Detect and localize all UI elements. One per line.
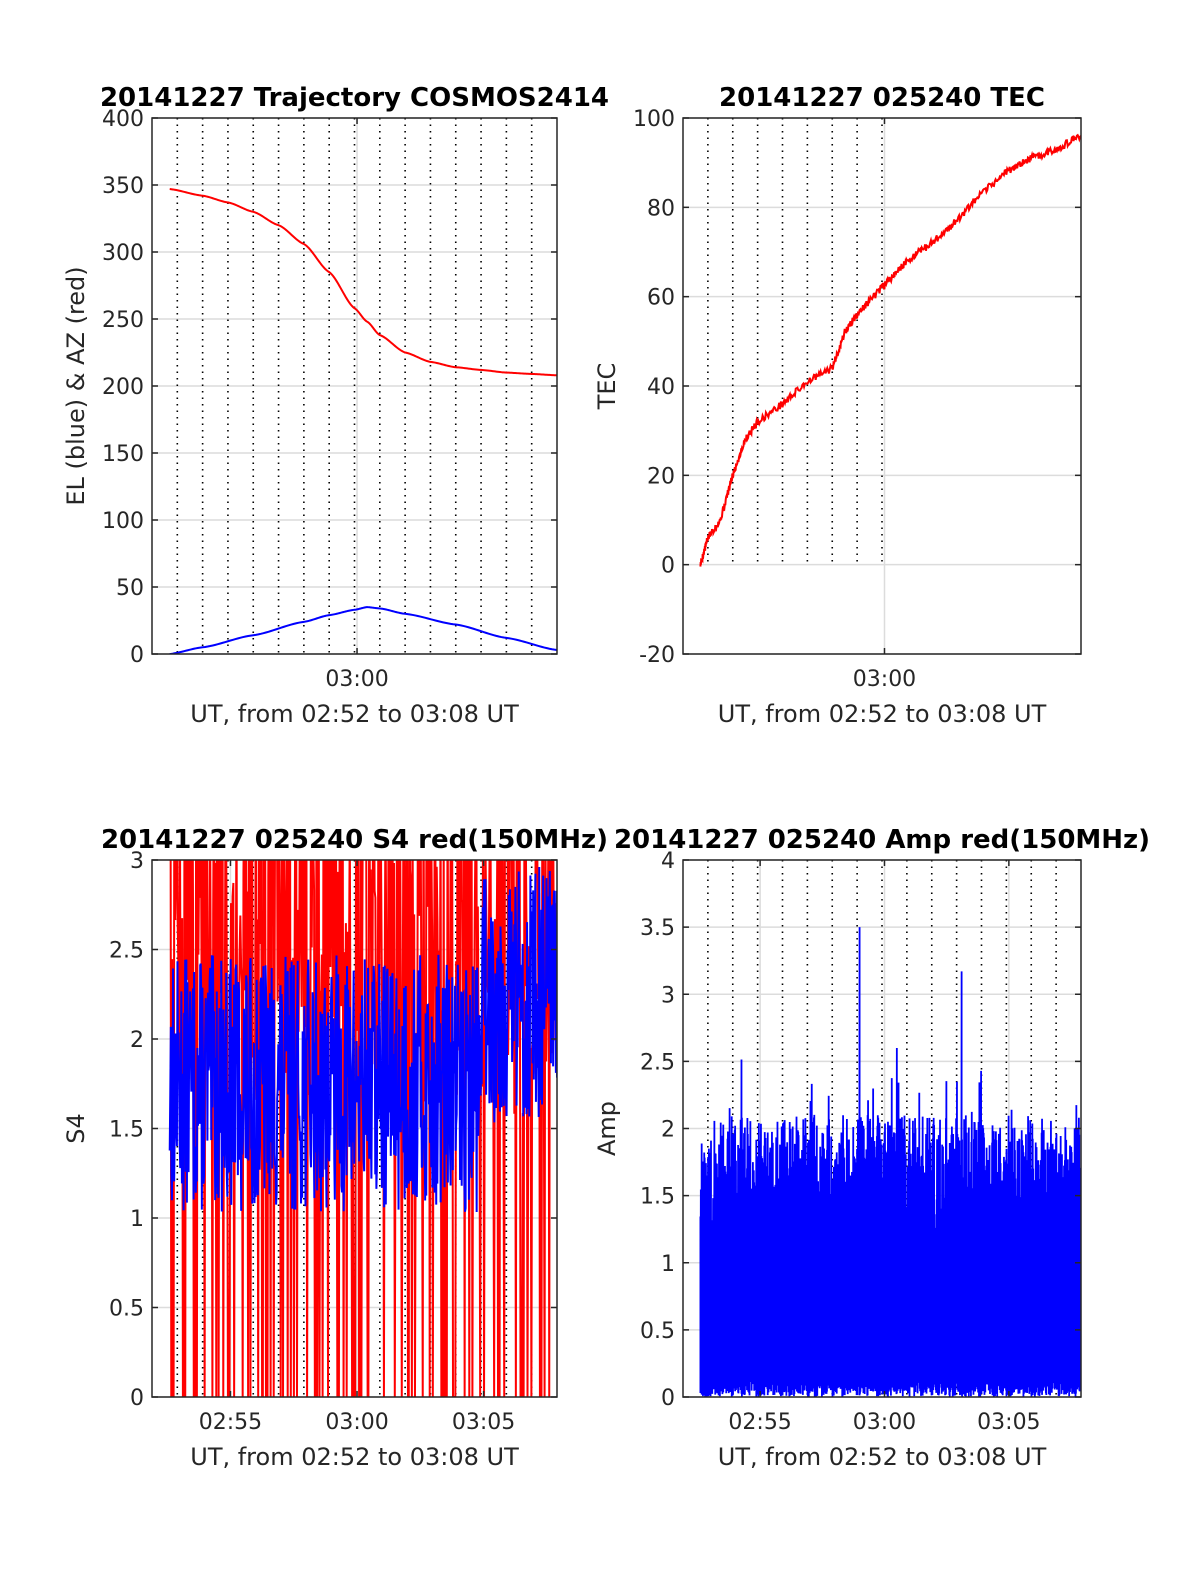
y-tick-label: 4 xyxy=(661,849,675,874)
y-tick-label: 3.5 xyxy=(640,916,675,941)
y-tick-label: 0 xyxy=(130,1386,144,1411)
y-tick-label: 400 xyxy=(102,107,144,132)
y-tick-label: 3 xyxy=(661,983,675,1008)
amp-series-line xyxy=(699,927,1081,1397)
y-axis-label: Amp xyxy=(593,1101,621,1156)
y-tick-label: 0.5 xyxy=(109,1297,144,1322)
el-series-line xyxy=(169,606,557,654)
y-tick-label: 0.5 xyxy=(640,1319,675,1344)
y-tick-label: 2 xyxy=(661,1118,675,1143)
y-tick-label: 150 xyxy=(102,442,144,467)
y-tick-label: 40 xyxy=(647,375,675,400)
y-tick-label: 2.5 xyxy=(640,1050,675,1075)
x-tick-label: 03:05 xyxy=(977,1410,1040,1435)
az-series-line xyxy=(169,188,557,377)
chart-title: 20141227 025240 TEC xyxy=(719,83,1045,113)
y-tick-label: 1 xyxy=(130,1207,144,1232)
y-tick-label: 1.5 xyxy=(640,1185,675,1210)
x-axis-label: UT, from 02:52 to 03:08 UT xyxy=(718,1443,1047,1471)
y-tick-label: 0 xyxy=(130,643,144,668)
x-axis-label: UT, from 02:52 to 03:08 UT xyxy=(718,700,1047,728)
y-axis-label: TEC xyxy=(593,363,621,411)
chart-panel-3: 0 0.5 1 1.5 2 2.5 3 02:55 03:00 03:05 20141227 025… xyxy=(62,825,608,1471)
y-tick-label: 1.5 xyxy=(109,1118,144,1143)
y-axis-label: S4 xyxy=(62,1113,90,1144)
y-tick-label: 2 xyxy=(130,1028,144,1053)
y-tick-label: 0 xyxy=(661,554,675,579)
y-tick-label: 3 xyxy=(130,849,144,874)
y-tick-label: -20 xyxy=(639,643,675,668)
y-tick-label: 250 xyxy=(102,308,144,333)
x-tick-label: 03:00 xyxy=(325,667,388,692)
chart-title: 20141227 025240 Amp red(150MHz) xyxy=(614,825,1150,855)
y-tick-label: 1 xyxy=(661,1252,675,1277)
x-tick-label: 03:00 xyxy=(325,1410,388,1435)
chart-panel-4: 0 0.5 1 1.5 2 2.5 3 3.5 4 02:55 03:00 03:05 20141227… xyxy=(593,825,1150,1471)
x-tick-label: 02:55 xyxy=(728,1410,791,1435)
y-tick-label: 60 xyxy=(647,286,675,311)
s4-blue-series-line xyxy=(168,866,557,1213)
x-tick-label: 02:55 xyxy=(199,1410,262,1435)
y-tick-label: 350 xyxy=(102,174,144,199)
y-tick-label: 20 xyxy=(647,464,675,489)
y-axis-label: EL (blue) & AZ (red) xyxy=(62,266,90,505)
chart-panel-2: -20 0 20 40 60 80 100 03:00 20141227 025240 TEC U… xyxy=(593,83,1082,728)
x-tick-label: 03:00 xyxy=(853,1410,916,1435)
y-tick-label: 300 xyxy=(102,241,144,266)
x-axis-label: UT, from 02:52 to 03:08 UT xyxy=(190,700,519,728)
chart-title: 20141227 Trajectory COSMOS2414 xyxy=(100,83,609,113)
tec-series-line xyxy=(699,133,1081,567)
y-tick-label: 80 xyxy=(647,196,675,221)
y-tick-label: 0 xyxy=(661,1386,675,1411)
y-tick-label: 50 xyxy=(116,576,144,601)
y-tick-label: 2.5 xyxy=(109,939,144,964)
chart-title: 20141227 025240 S4 red(150MHz) xyxy=(101,825,608,855)
y-tick-label: 100 xyxy=(633,107,675,132)
y-tick-label: 200 xyxy=(102,375,144,400)
chart-panel-1: 0 50 100 150 200 250 300 350 400 03:00 20141227 Tr… xyxy=(62,83,609,728)
x-axis-label: UT, from 02:52 to 03:08 UT xyxy=(190,1443,519,1471)
y-tick-label: 100 xyxy=(102,509,144,534)
x-tick-label: 03:05 xyxy=(452,1410,515,1435)
x-tick-label: 03:00 xyxy=(853,667,916,692)
